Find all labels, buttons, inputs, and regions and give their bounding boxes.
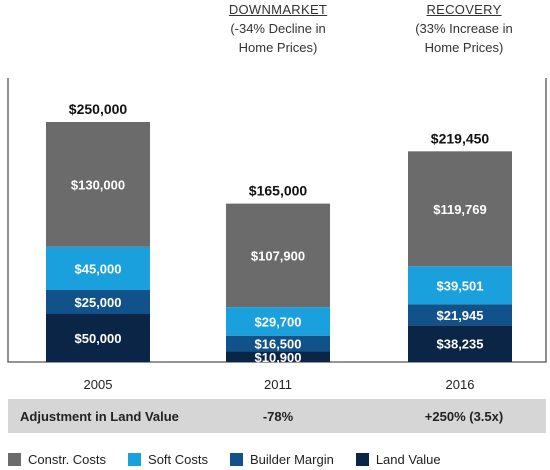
header-subtitle-line1: (33% Increase in bbox=[415, 21, 513, 36]
legend-swatch bbox=[230, 453, 243, 466]
total-label: $250,000 bbox=[69, 101, 128, 117]
legend-swatch bbox=[355, 453, 369, 466]
bar-segment-constr-costs bbox=[226, 203, 330, 308]
stacked-bar-chart: $50,000 $25,000 $45,000 $130,000 $250,000 200… bbox=[7, 78, 547, 392]
header-subtitle-line2: Home Prices) bbox=[238, 40, 318, 55]
legend-swatch bbox=[128, 453, 142, 466]
bar-segment-soft-costs bbox=[226, 307, 330, 336]
legend-item-soft-costs: Soft Costs bbox=[128, 452, 208, 467]
x-tick-label: 2011 bbox=[264, 377, 292, 392]
data-label: $119,769 bbox=[433, 202, 487, 217]
legend-swatch bbox=[8, 453, 21, 466]
data-label: $50,000 bbox=[75, 331, 122, 346]
legend-label: Builder Margin bbox=[250, 452, 334, 467]
total-label: $219,450 bbox=[431, 130, 490, 146]
adjustment-value-2011: -78% bbox=[262, 409, 294, 424]
adjustment-row-background bbox=[8, 399, 546, 433]
header-title: RECOVERY bbox=[426, 2, 502, 17]
bar-segment-soft-costs bbox=[46, 246, 150, 290]
legend-label: Constr. Costs bbox=[28, 452, 107, 467]
legend-label: Land Value bbox=[375, 452, 441, 467]
bar-segment-constr-costs bbox=[408, 151, 512, 267]
data-label: $29,700 bbox=[255, 314, 302, 329]
legend-item-land-value: Land Value bbox=[355, 452, 441, 467]
header-subtitle-line1: (-34% Decline in bbox=[230, 21, 326, 36]
bar-segment-land-value bbox=[226, 351, 330, 362]
header-recovery: RECOVERY (33% Increase in Home Prices) bbox=[389, 0, 539, 57]
data-label: $38,235 bbox=[437, 337, 484, 352]
bar-segment-land-value bbox=[408, 325, 512, 362]
header-title: DOWNMARKET bbox=[228, 2, 328, 17]
header-downmarket: DOWNMARKET (-34% Decline in Home Prices) bbox=[203, 0, 353, 57]
bar-segment-builder-margin bbox=[226, 335, 330, 352]
x-tick-label: 2005 bbox=[84, 377, 113, 392]
data-label: $45,000 bbox=[75, 261, 122, 276]
x-tick-label: 2016 bbox=[446, 377, 475, 392]
adjustment-label: Adjustment in Land Value bbox=[20, 409, 179, 424]
data-label: $10,900 bbox=[255, 350, 302, 365]
legend-item-builder-margin: Builder Margin bbox=[230, 452, 334, 467]
legend: Constr. Costs Soft Costs Builder Margin … bbox=[8, 452, 463, 467]
header-subtitle-line2: Home Prices) bbox=[424, 40, 504, 55]
data-label: $130,000 bbox=[71, 177, 125, 192]
adjustment-value-2016: +250% (3.5x) bbox=[424, 409, 504, 424]
legend-label: Soft Costs bbox=[148, 452, 208, 467]
data-label: $16,500 bbox=[255, 337, 302, 352]
bar-segment-land-value bbox=[46, 314, 150, 362]
bar-segment-builder-margin bbox=[408, 304, 512, 326]
data-label: $107,900 bbox=[251, 248, 305, 263]
data-label: $39,501 bbox=[437, 278, 484, 293]
legend-item-constr-costs: Constr. Costs bbox=[8, 452, 106, 467]
data-label: $21,945 bbox=[437, 308, 484, 323]
bar-segment-soft-costs bbox=[408, 266, 512, 305]
total-label: $165,000 bbox=[249, 183, 308, 199]
bar-segment-builder-margin bbox=[46, 290, 150, 314]
data-label: $25,000 bbox=[75, 295, 122, 310]
bar-segment-constr-costs bbox=[46, 122, 150, 247]
